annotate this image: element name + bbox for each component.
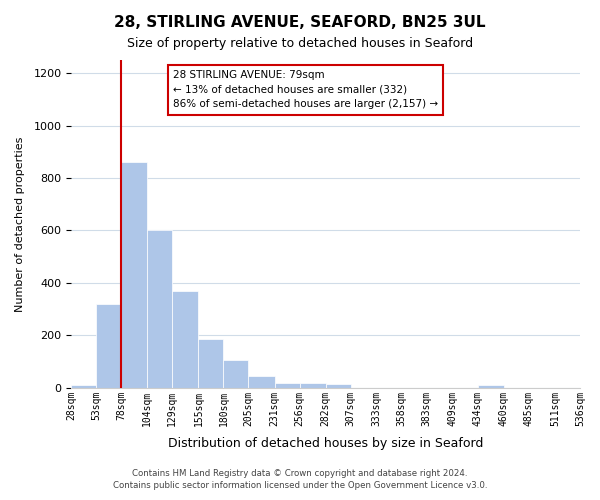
Bar: [326, 384, 350, 388]
Bar: [199, 340, 223, 388]
Bar: [478, 385, 504, 388]
X-axis label: Distribution of detached houses by size in Seaford: Distribution of detached houses by size …: [168, 437, 483, 450]
Bar: [96, 304, 121, 388]
Bar: [121, 162, 148, 388]
Bar: [248, 376, 275, 388]
Y-axis label: Number of detached properties: Number of detached properties: [15, 136, 25, 312]
Bar: [299, 382, 326, 388]
Bar: [172, 291, 199, 388]
Text: Contains HM Land Registry data © Crown copyright and database right 2024.
Contai: Contains HM Land Registry data © Crown c…: [113, 468, 487, 490]
Bar: [275, 382, 299, 388]
Bar: [71, 385, 96, 388]
Text: Size of property relative to detached houses in Seaford: Size of property relative to detached ho…: [127, 38, 473, 51]
Bar: [148, 230, 172, 388]
Bar: [223, 360, 248, 388]
Text: 28, STIRLING AVENUE, SEAFORD, BN25 3UL: 28, STIRLING AVENUE, SEAFORD, BN25 3UL: [114, 15, 486, 30]
Text: 28 STIRLING AVENUE: 79sqm
← 13% of detached houses are smaller (332)
86% of semi: 28 STIRLING AVENUE: 79sqm ← 13% of detac…: [173, 70, 438, 110]
